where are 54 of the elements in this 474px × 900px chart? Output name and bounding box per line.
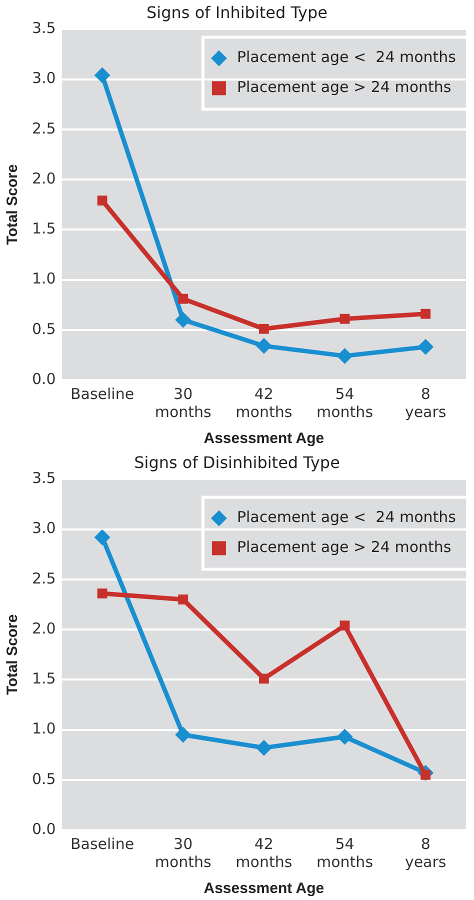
- x-tick-label: Baseline: [70, 384, 134, 403]
- y-axis-title: Total Score: [4, 164, 22, 245]
- y-axis-title: Total Score: [4, 614, 22, 695]
- y-tick-label: 0.0: [32, 820, 56, 838]
- point: [340, 314, 350, 324]
- point: [175, 726, 192, 743]
- point: [256, 338, 272, 354]
- point: [258, 674, 269, 684]
- y-tick-label: 0.5: [32, 320, 56, 338]
- y-tick-label: 2.0: [32, 169, 56, 188]
- y-tick-label: 2.5: [32, 119, 56, 138]
- x-tick-label: 30 months: [154, 834, 212, 871]
- legend-label: Placement age < 24 months: [236, 508, 456, 526]
- point: [175, 312, 192, 328]
- x-tick-label: 8 years: [404, 384, 446, 421]
- chart-title: Signs of Inhibited Type: [146, 2, 328, 22]
- y-tick-label: 0.0: [32, 370, 56, 388]
- chart-title: Signs of Disinhibited Type: [134, 452, 340, 472]
- legend-label: Placement age > 24 months: [236, 78, 452, 96]
- x-tick-label: 42 months: [236, 834, 292, 871]
- point: [256, 740, 272, 756]
- point: [418, 338, 434, 355]
- x-tick-label: Baseline: [70, 834, 134, 853]
- point: [340, 620, 350, 630]
- x-axis-title: Assessment Age: [204, 880, 324, 898]
- y-tick-label: 3.0: [32, 69, 56, 88]
- point: [97, 588, 108, 598]
- point: [336, 348, 353, 364]
- point: [178, 294, 188, 304]
- x-tick-label: 54 months: [316, 384, 374, 421]
- y-tick-label: 3.5: [32, 469, 56, 488]
- legend-label: Placement age > 24 months: [236, 538, 452, 556]
- y-tick-label: 3.0: [32, 519, 56, 538]
- x-tick-label: 30 months: [154, 384, 212, 421]
- y-tick-label: 0.5: [32, 770, 56, 788]
- x-tick-label: 42 months: [236, 384, 292, 421]
- point: [94, 67, 110, 84]
- x-axis-title: Assessment Age: [204, 430, 324, 448]
- y-tick-label: 1.5: [32, 670, 56, 688]
- point: [258, 324, 269, 334]
- x-tick-label: 8 years: [404, 834, 446, 871]
- x-tick-label: 54 months: [316, 834, 374, 871]
- point: [97, 196, 108, 206]
- y-tick-label: 1.0: [32, 270, 56, 288]
- y-tick-label: 2.0: [32, 619, 56, 638]
- point: [178, 594, 188, 604]
- y-tick-label: 1.5: [32, 220, 56, 238]
- y-tick-label: 1.0: [32, 720, 56, 738]
- point: [94, 529, 110, 546]
- legend-label: Placement age < 24 months: [236, 48, 456, 66]
- y-tick-label: 2.5: [32, 569, 56, 588]
- point: [420, 308, 431, 319]
- y-tick-label: 3.5: [32, 19, 56, 38]
- point: [336, 728, 353, 745]
